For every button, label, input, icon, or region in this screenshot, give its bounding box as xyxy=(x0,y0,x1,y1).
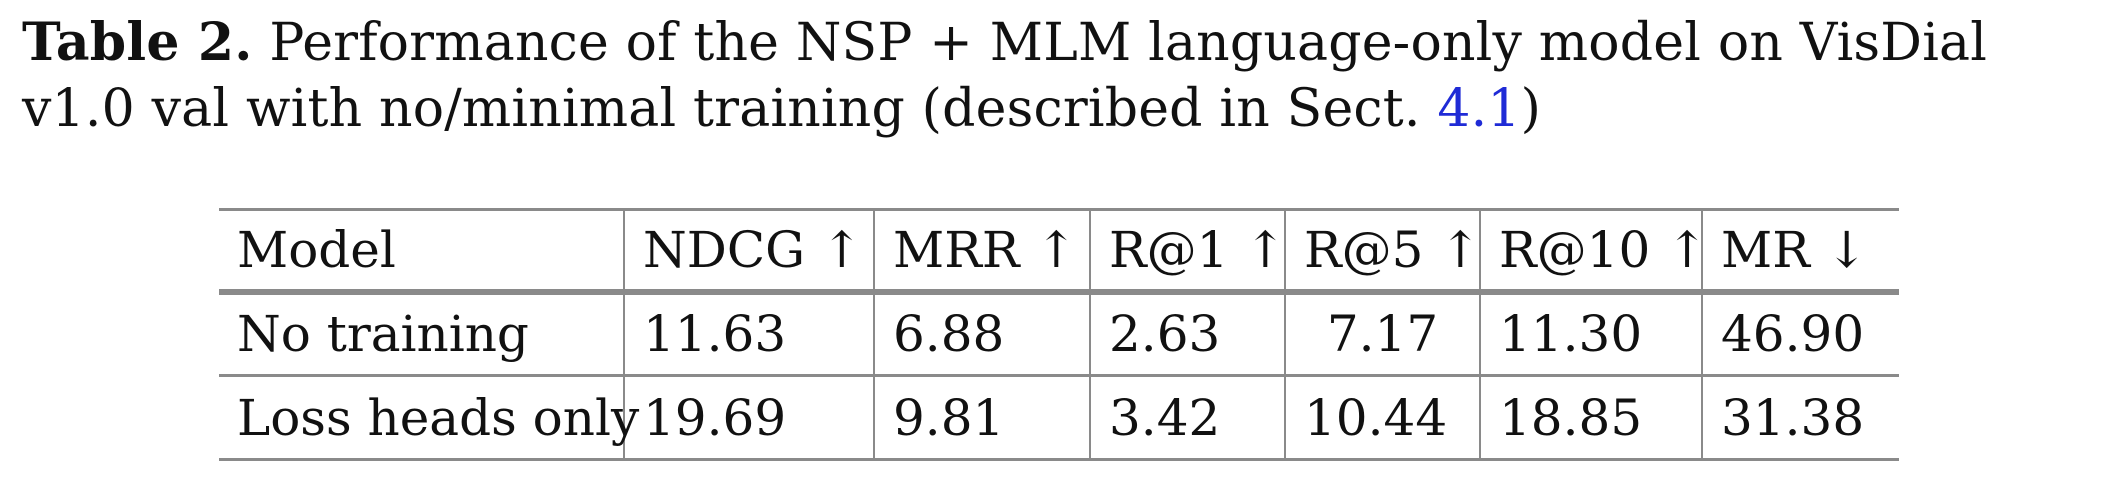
caption-label: Table 2. xyxy=(22,12,253,73)
section-reference-link[interactable]: 4.1 xyxy=(1437,79,1521,139)
cell-r10: 18.85 xyxy=(1479,375,1702,461)
table-header-row: Model NDCG ↑ MRR ↑ R@1 ↑ R@5 ↑ R@10 ↑ MR… xyxy=(219,208,1899,295)
cell-model: No training xyxy=(219,291,624,377)
cell-r1: 3.42 xyxy=(1089,375,1285,461)
table-caption: Table 2. Performance of the NSP + MLM la… xyxy=(22,10,2102,142)
cell-mr: 31.38 xyxy=(1701,375,1899,461)
results-table: Model NDCG ↑ MRR ↑ R@1 ↑ R@5 ↑ R@10 ↑ MR… xyxy=(219,208,1899,461)
table-row: Loss heads only 19.69 9.81 3.42 10.44 18… xyxy=(219,375,1899,461)
header-model: Model xyxy=(219,208,624,295)
table-row: No training 11.63 6.88 2.63 7.17 11.30 4… xyxy=(219,291,1899,377)
caption-closing: ) xyxy=(1520,79,1542,139)
cell-ndcg: 11.63 xyxy=(623,291,874,377)
cell-model: Loss heads only xyxy=(219,375,639,461)
header-r10: R@10 ↑ xyxy=(1479,208,1708,295)
header-r1: R@1 ↑ xyxy=(1089,208,1286,295)
header-mrr: MRR ↑ xyxy=(873,208,1090,295)
cell-mr: 46.90 xyxy=(1701,291,1899,377)
header-ndcg: NDCG ↑ xyxy=(623,208,874,295)
results-table-container: Model NDCG ↑ MRR ↑ R@1 ↑ R@5 ↑ R@10 ↑ MR… xyxy=(219,208,1899,461)
header-mr: MR ↓ xyxy=(1701,208,1899,295)
caption-text: Performance of the NSP + MLM language-on… xyxy=(22,13,1988,139)
cell-mrr: 9.81 xyxy=(873,375,1090,461)
cell-r5: 10.44 xyxy=(1284,375,1480,461)
cell-mrr: 6.88 xyxy=(873,291,1090,377)
header-r5: R@5 ↑ xyxy=(1284,208,1481,295)
cell-r1: 2.63 xyxy=(1089,291,1285,377)
cell-ndcg: 19.69 xyxy=(623,375,874,461)
cell-r5: 7.17 xyxy=(1284,291,1480,377)
cell-r10: 11.30 xyxy=(1479,291,1702,377)
